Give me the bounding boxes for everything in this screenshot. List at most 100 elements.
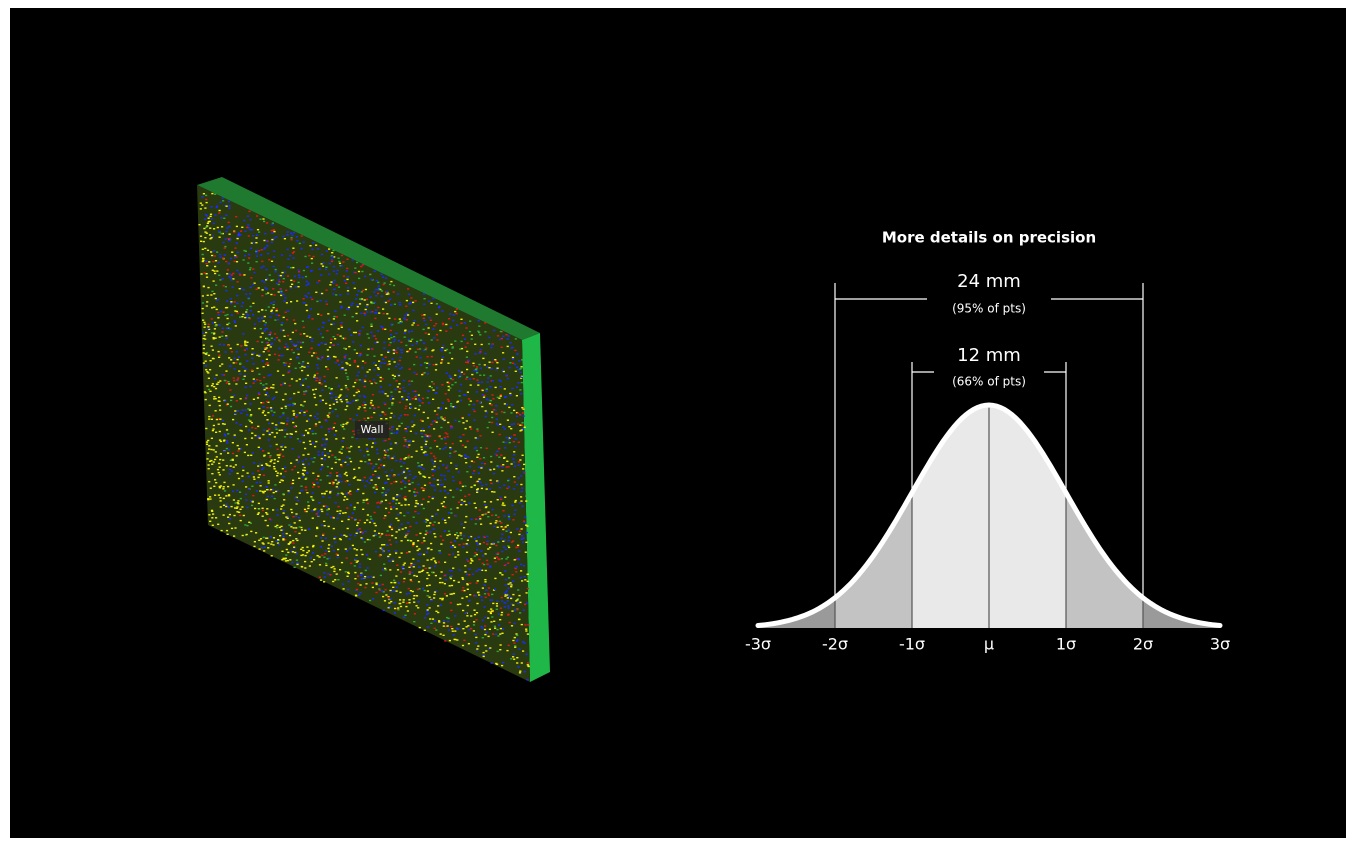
point — [328, 526, 330, 527]
point — [525, 500, 527, 501]
point — [280, 275, 282, 276]
point — [487, 617, 489, 618]
point — [494, 578, 496, 579]
point — [218, 351, 220, 352]
point — [366, 304, 368, 305]
point — [262, 434, 264, 435]
point — [441, 361, 443, 362]
point — [363, 577, 365, 578]
point — [496, 423, 498, 424]
point — [369, 539, 371, 540]
point — [209, 498, 211, 499]
point — [377, 330, 379, 331]
point — [405, 429, 407, 430]
point — [434, 560, 436, 561]
point — [371, 446, 373, 447]
point — [417, 601, 419, 602]
point — [236, 351, 238, 352]
point — [380, 381, 382, 382]
point — [511, 610, 513, 611]
point — [476, 492, 478, 493]
point — [336, 573, 338, 574]
point — [404, 496, 406, 497]
point — [250, 306, 252, 307]
point — [218, 357, 220, 358]
point — [385, 278, 387, 279]
point — [283, 499, 285, 500]
point — [526, 532, 528, 533]
point — [522, 455, 524, 456]
point — [444, 475, 446, 476]
point — [321, 383, 323, 384]
point — [294, 344, 296, 345]
point — [359, 567, 361, 568]
point — [233, 380, 235, 381]
point — [201, 273, 203, 274]
point — [212, 358, 214, 359]
point — [482, 637, 484, 638]
point — [252, 268, 254, 269]
point — [348, 484, 350, 485]
point — [333, 270, 335, 271]
point — [211, 291, 213, 292]
point — [359, 353, 361, 354]
point — [206, 305, 208, 306]
point — [341, 255, 343, 256]
point — [419, 405, 421, 406]
point — [394, 361, 396, 362]
point — [348, 451, 350, 452]
point — [480, 626, 482, 627]
point — [281, 324, 283, 325]
point — [340, 424, 342, 425]
outer-share: (95% of pts) — [952, 302, 1026, 316]
point — [225, 495, 227, 496]
point — [290, 280, 292, 281]
point — [266, 514, 268, 515]
point — [464, 485, 466, 486]
point — [311, 510, 313, 511]
point — [318, 515, 320, 516]
point — [246, 507, 248, 508]
point — [439, 460, 441, 461]
point — [328, 431, 330, 432]
point — [485, 597, 487, 598]
point — [345, 481, 347, 482]
point — [416, 341, 418, 342]
point — [276, 314, 278, 315]
point — [521, 425, 523, 426]
point — [393, 507, 395, 508]
point — [362, 264, 364, 265]
point — [341, 440, 343, 441]
point — [263, 330, 265, 331]
point — [516, 662, 518, 663]
point — [334, 568, 336, 569]
point — [499, 649, 501, 650]
point — [427, 609, 429, 610]
point — [206, 301, 208, 302]
point — [251, 486, 253, 487]
point — [467, 362, 469, 363]
point — [328, 320, 330, 321]
point — [405, 457, 407, 458]
point — [287, 335, 289, 336]
point — [286, 349, 288, 350]
point — [431, 356, 433, 357]
point — [312, 442, 314, 443]
point — [491, 515, 493, 516]
point — [404, 336, 406, 337]
point — [278, 457, 280, 458]
point — [202, 313, 204, 314]
point — [298, 274, 300, 275]
point — [245, 397, 247, 398]
point — [203, 352, 205, 353]
point — [237, 359, 239, 360]
point — [206, 385, 208, 386]
point — [380, 464, 382, 465]
point — [425, 444, 427, 445]
point — [508, 583, 510, 584]
point — [504, 565, 506, 566]
point — [315, 535, 317, 536]
point — [270, 387, 272, 388]
point — [481, 463, 483, 464]
point — [497, 527, 499, 528]
